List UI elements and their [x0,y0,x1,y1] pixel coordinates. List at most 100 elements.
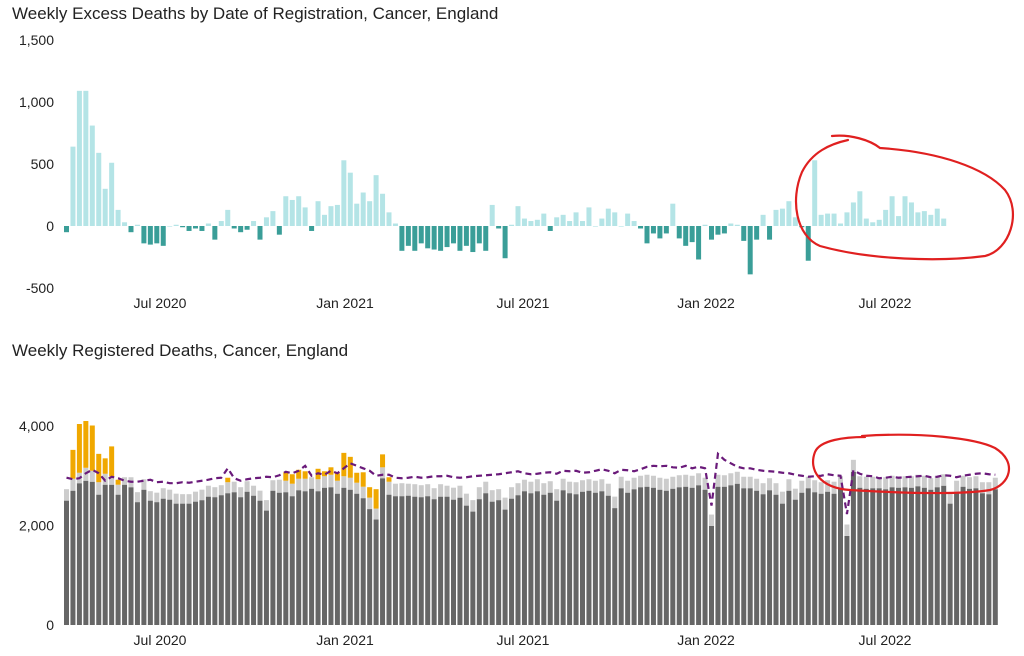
registered-bar-base [270,490,276,625]
registered-bar-light [986,482,992,495]
registered-bar-light [941,474,947,486]
registered-bar-light [70,478,76,491]
excess-bar [476,226,482,244]
registered-bar-base [534,491,540,625]
excess-bar [354,203,360,226]
registered-bar-light [786,479,792,491]
registered-bar-light [115,484,121,495]
registered-bar-base [328,487,334,625]
excess-bar [399,226,405,251]
excess-bar [199,226,205,231]
registered-bar-light [921,475,927,488]
registered-bar-light [915,474,921,487]
registered-bar-light [573,482,579,495]
registered-bar-base [354,493,360,625]
registered-bar-excess [109,446,115,477]
registered-bar-base [902,487,908,625]
excess-bar [489,204,495,226]
registered-bar-base [180,503,186,625]
excess-bar [373,175,379,226]
excess-bar [825,213,831,226]
registered-bars [64,421,998,626]
registered-bar-base [734,483,740,625]
excess-bar [734,224,740,226]
excess-bar [650,226,656,234]
registered-bar-base [483,493,489,625]
registered-bar-base [515,495,521,625]
registered-bar-base [457,497,463,625]
registered-bar-base [657,489,663,625]
excess-bar [360,192,366,226]
excess-bar [128,226,134,233]
registered-bar-base [334,493,340,625]
registered-bar-light [683,474,689,487]
registered-bar-base [960,486,966,625]
registered-bar-light [741,476,747,489]
registered-bar-base [663,490,669,625]
excess-bar [173,224,179,226]
registered-bar-light [380,467,386,479]
excess-bar [838,223,843,226]
excess-bar [754,226,760,240]
x-tick-label: Jul 2020 [134,295,187,311]
registered-bar-light [663,478,669,491]
registered-bar-excess [89,425,95,471]
excess-bar [805,226,811,261]
excess-bar [322,214,327,226]
registered-bar-base [876,488,882,625]
registered-bar-base [612,508,618,625]
excess-bar [921,211,927,226]
registered-bar-light [334,480,340,494]
registered-bar-light [825,480,831,492]
registered-bar-base [64,500,69,626]
excess-bar [915,212,921,226]
registered-bar-base [444,496,450,625]
registered-bar-base [838,487,843,625]
registered-bar-base [941,485,947,625]
excess-bar [709,226,714,240]
excess-bar [605,208,611,226]
registered-bar-light [341,476,347,488]
registered-bar-base [670,488,676,625]
registered-bar-excess [360,472,366,487]
registered-bar-base [431,499,437,625]
excess-bar [638,226,644,229]
registered-bar-base [741,488,747,625]
excess-bar [883,209,889,226]
excess-bar [934,208,940,226]
excess-bar [347,172,353,226]
registered-bar-light [747,476,753,489]
registered-bar-base [979,493,985,625]
registered-bar-excess [83,421,89,468]
registered-bar-base [225,493,231,625]
registered-bar-base [76,483,82,625]
registered-bar-light [425,484,431,497]
registered-bar-light [309,477,315,489]
x-tick-label: Jul 2022 [859,632,912,648]
registered-bar-excess [302,471,308,479]
registered-bar-light [547,481,553,493]
y-tick-label: 0 [46,218,54,234]
registered-bar-excess [70,449,76,479]
registered-bar-light [715,474,721,487]
registered-bar-base [296,490,302,625]
excess-bar [457,226,463,251]
registered-bar-base [122,484,128,625]
excess-bar [676,226,682,239]
registered-bar-base [567,493,573,625]
excess-bar [863,218,869,226]
registered-bar-light [509,487,515,499]
excess-bar [289,199,295,226]
registered-bar-base [405,495,411,625]
registered-bar-light [289,483,295,497]
registered-bar-light [64,489,69,501]
registered-bar-light [612,496,618,509]
excess-bars [64,90,947,275]
excess-bar [644,226,650,244]
registered-bar-light [283,480,289,493]
registered-bar-light [160,488,166,499]
registered-bar-base [689,487,695,625]
excess-bar [89,125,95,226]
registered-bar-light [870,476,876,489]
excess-bar [470,226,476,253]
